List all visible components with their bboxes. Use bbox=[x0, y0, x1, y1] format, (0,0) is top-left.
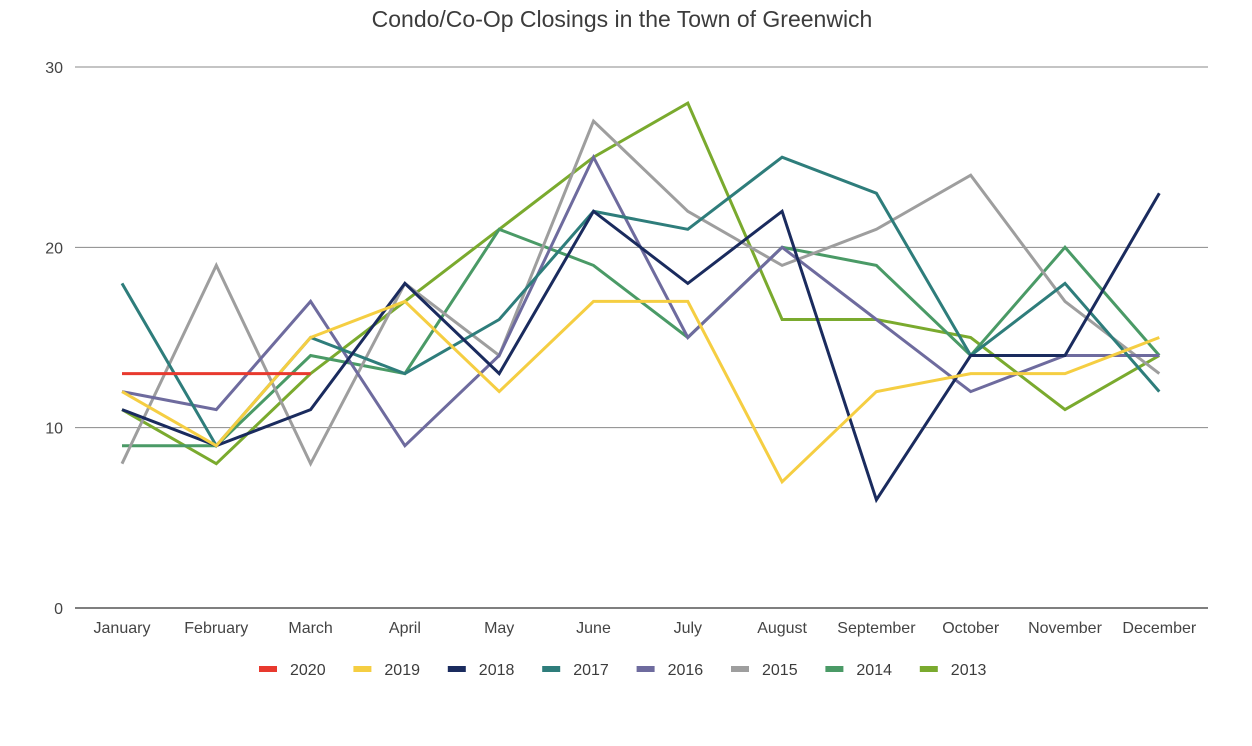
x-tick-label: July bbox=[674, 620, 702, 637]
x-tick-label: February bbox=[184, 620, 248, 637]
legend: 2020 2019 2018 2017 2016 2015 2014 2013 bbox=[259, 662, 986, 679]
legend-label-2016: 2016 bbox=[668, 662, 704, 679]
series-lines bbox=[120, 100, 1161, 504]
series-line-2015 bbox=[120, 118, 1161, 468]
legend-swatch-2018 bbox=[447, 666, 466, 672]
x-tick-label: April bbox=[389, 620, 421, 637]
y-tick-label: 20 bbox=[45, 240, 63, 257]
series-line-2019 bbox=[121, 299, 1160, 485]
x-tick-label: January bbox=[94, 620, 151, 637]
legend-label-2015: 2015 bbox=[762, 662, 798, 679]
legend-swatch-2019 bbox=[353, 666, 372, 672]
legend-swatch-2020 bbox=[259, 666, 277, 672]
series-line-2013 bbox=[121, 100, 1161, 466]
x-tick-label: May bbox=[484, 620, 514, 637]
y-tick-label: 10 bbox=[45, 421, 63, 438]
gridlines bbox=[75, 66, 1208, 609]
x-tick-label: October bbox=[942, 620, 1000, 637]
series-line-2018 bbox=[121, 192, 1161, 504]
legend-label-2014: 2014 bbox=[856, 662, 892, 679]
x-axis-tick-labels: January February March April May June July Augu… bbox=[94, 620, 1197, 637]
x-tick-label: March bbox=[288, 620, 332, 637]
legend-label-2013: 2013 bbox=[951, 662, 987, 679]
legend-swatch-2015 bbox=[731, 666, 749, 672]
legend-swatch-2014 bbox=[825, 666, 844, 672]
x-tick-label: November bbox=[1028, 620, 1102, 637]
chart-title: Condo/Co-Op Closings in the Town of Gree… bbox=[372, 6, 873, 32]
y-tick-label: 0 bbox=[54, 601, 63, 618]
legend-label-2020: 2020 bbox=[290, 662, 326, 679]
legend-label-2017: 2017 bbox=[573, 662, 609, 679]
y-axis-tick-labels: 0 10 20 30 bbox=[45, 60, 63, 618]
x-tick-label: June bbox=[576, 620, 611, 637]
legend-label-2019: 2019 bbox=[384, 662, 420, 679]
x-tick-label: September bbox=[837, 620, 916, 637]
x-tick-label: August bbox=[757, 620, 807, 637]
legend-swatch-2017 bbox=[542, 666, 561, 672]
legend-swatch-2013 bbox=[919, 666, 938, 672]
y-tick-label: 30 bbox=[45, 60, 63, 77]
legend-label-2018: 2018 bbox=[479, 662, 515, 679]
x-tick-label: December bbox=[1122, 620, 1196, 637]
legend-swatch-2016 bbox=[636, 666, 655, 672]
